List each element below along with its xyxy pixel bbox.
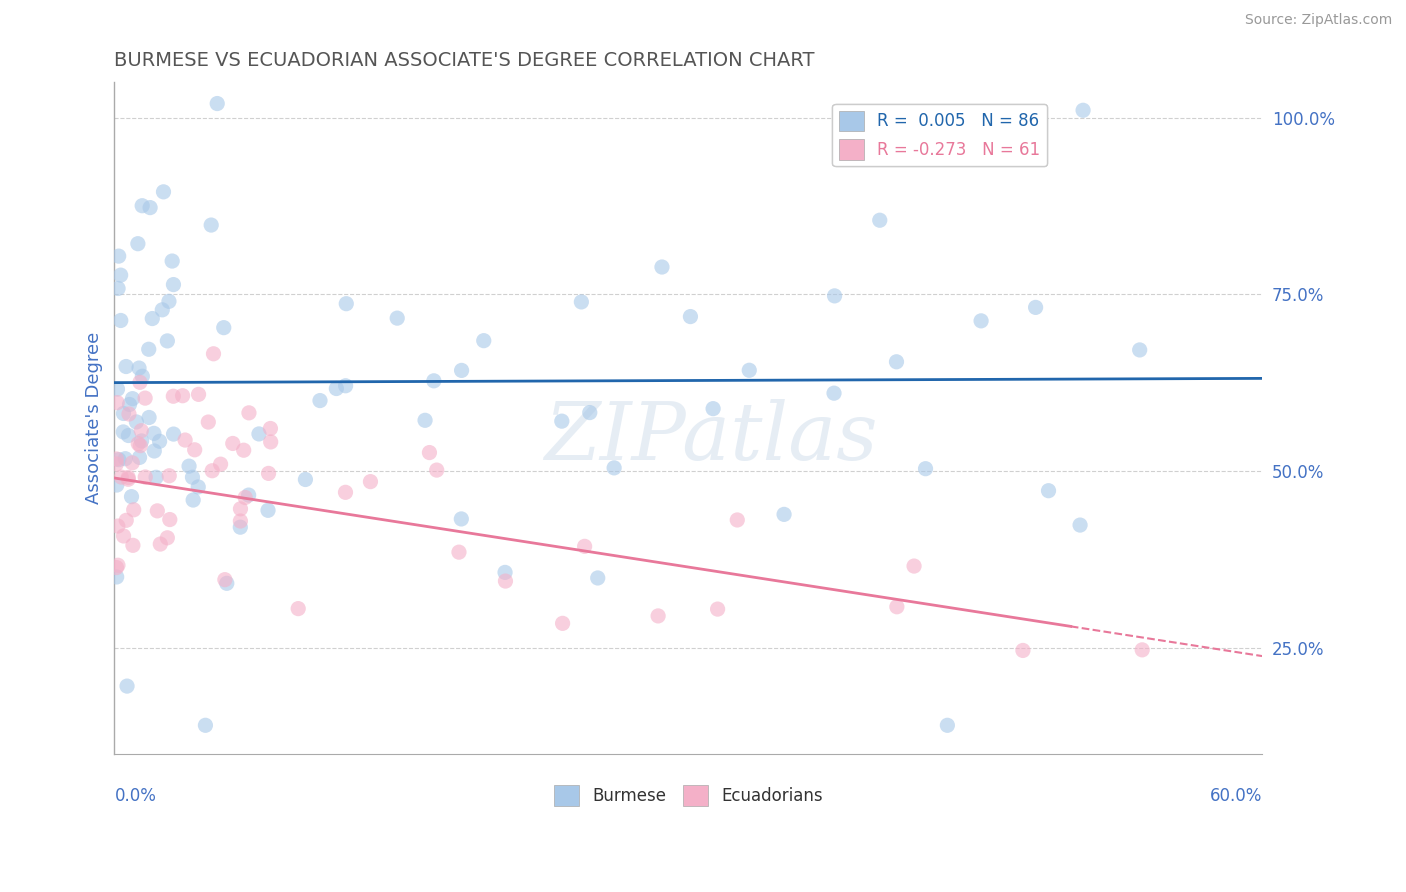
Point: [105, 452, 128, 467]
Point: [127, 236, 149, 251]
Point: [131, 369, 153, 384]
Point: [238, 406, 260, 420]
Point: [229, 514, 252, 528]
Point: [706, 602, 728, 616]
Point: [472, 334, 495, 348]
Point: [551, 616, 574, 631]
Point: [122, 538, 145, 552]
Point: [773, 508, 796, 522]
Point: [159, 512, 181, 526]
Point: [118, 397, 141, 411]
Point: [903, 559, 925, 574]
Point: [105, 560, 128, 574]
Point: [181, 470, 204, 484]
Point: [118, 407, 141, 421]
Point: [107, 281, 129, 295]
Point: [105, 395, 128, 409]
Point: [157, 294, 180, 309]
Point: [325, 382, 347, 396]
Point: [551, 414, 574, 428]
Point: [115, 513, 138, 527]
Point: [886, 599, 908, 614]
Point: [110, 470, 132, 484]
Point: [869, 213, 891, 227]
Point: [172, 389, 194, 403]
Point: [146, 504, 169, 518]
Point: [202, 347, 225, 361]
Point: [1129, 343, 1152, 357]
Point: [209, 457, 232, 471]
Point: [418, 445, 440, 459]
Point: [117, 470, 139, 484]
Point: [426, 463, 449, 477]
Point: [160, 254, 183, 268]
Point: [156, 531, 179, 545]
Point: [651, 260, 673, 274]
Point: [574, 540, 596, 554]
Point: [260, 434, 283, 449]
Point: [187, 480, 209, 494]
Point: [105, 570, 128, 584]
Point: [134, 470, 156, 484]
Point: [128, 450, 150, 465]
Point: [679, 310, 702, 324]
Point: [174, 433, 197, 447]
Point: [287, 601, 309, 615]
Point: [115, 359, 138, 374]
Point: [142, 426, 165, 441]
Point: [114, 451, 136, 466]
Point: [112, 425, 135, 439]
Point: [259, 421, 281, 435]
Point: [121, 392, 143, 406]
Point: [117, 472, 139, 486]
Point: [115, 679, 138, 693]
Point: [1130, 643, 1153, 657]
Point: [122, 503, 145, 517]
Legend: R =  0.005   N = 86, R = -0.273   N = 61: R = 0.005 N = 86, R = -0.273 N = 61: [832, 104, 1047, 167]
Point: [129, 376, 152, 390]
Point: [131, 199, 153, 213]
Point: [181, 493, 204, 508]
Point: [413, 413, 436, 427]
Point: [335, 485, 357, 500]
Point: [149, 434, 172, 449]
Point: [725, 513, 748, 527]
Point: [423, 374, 446, 388]
Point: [257, 467, 280, 481]
Point: [886, 355, 908, 369]
Text: Source: ZipAtlas.com: Source: ZipAtlas.com: [1244, 13, 1392, 28]
Point: [105, 478, 128, 492]
Point: [129, 424, 152, 438]
Point: [233, 491, 256, 505]
Text: 0.0%: 0.0%: [114, 787, 156, 805]
Point: [149, 537, 172, 551]
Point: [586, 571, 609, 585]
Point: [232, 443, 254, 458]
Point: [309, 393, 332, 408]
Point: [139, 201, 162, 215]
Point: [494, 566, 516, 580]
Point: [359, 475, 381, 489]
Point: [222, 436, 245, 450]
Point: [138, 343, 160, 357]
Point: [1038, 483, 1060, 498]
Point: [152, 185, 174, 199]
Point: [145, 470, 167, 484]
Point: [647, 608, 669, 623]
Point: [129, 439, 152, 453]
Point: [1069, 518, 1091, 533]
Point: [936, 718, 959, 732]
Point: [162, 389, 184, 403]
Y-axis label: Associate's Degree: Associate's Degree: [86, 332, 103, 504]
Point: [1071, 103, 1094, 118]
Text: BURMESE VS ECUADORIAN ASSOCIATE'S DEGREE CORRELATION CHART: BURMESE VS ECUADORIAN ASSOCIATE'S DEGREE…: [114, 51, 815, 70]
Point: [205, 96, 228, 111]
Point: [105, 457, 128, 471]
Text: ZIPatlas: ZIPatlas: [544, 400, 877, 477]
Point: [156, 334, 179, 348]
Point: [970, 314, 993, 328]
Point: [197, 415, 219, 429]
Point: [162, 277, 184, 292]
Point: [824, 289, 846, 303]
